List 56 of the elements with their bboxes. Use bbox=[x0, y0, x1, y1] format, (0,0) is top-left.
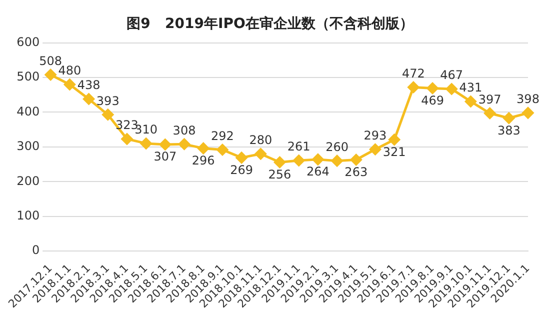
point bbox=[216, 144, 228, 156]
y-tick-label: 300 bbox=[16, 139, 40, 154]
point bbox=[140, 138, 152, 150]
y-tick-label: 0 bbox=[32, 243, 40, 258]
data-label: 296 bbox=[192, 153, 215, 168]
point bbox=[44, 68, 56, 80]
point bbox=[388, 134, 400, 146]
data-label: 438 bbox=[77, 78, 100, 92]
point bbox=[274, 156, 286, 168]
point bbox=[178, 138, 190, 150]
data-label: 280 bbox=[249, 133, 272, 148]
point bbox=[331, 155, 343, 167]
point bbox=[484, 108, 496, 120]
point bbox=[236, 152, 248, 164]
point bbox=[159, 138, 171, 150]
data-label: 472 bbox=[402, 66, 425, 80]
point bbox=[83, 93, 95, 105]
point bbox=[312, 154, 324, 166]
data-label: 431 bbox=[459, 80, 482, 95]
point bbox=[350, 154, 362, 166]
point bbox=[254, 148, 266, 160]
point bbox=[121, 133, 133, 145]
point bbox=[426, 82, 438, 94]
point bbox=[464, 96, 476, 108]
data-label: 397 bbox=[478, 92, 502, 106]
y-tick-label: 500 bbox=[16, 70, 40, 84]
data-label: 469 bbox=[421, 93, 444, 108]
data-label: 264 bbox=[306, 164, 330, 179]
data-label: 383 bbox=[497, 123, 520, 138]
y-tick-label: 100 bbox=[16, 208, 40, 222]
data-label: 293 bbox=[364, 128, 387, 142]
y-tick-label: 200 bbox=[16, 174, 40, 188]
data-label: 261 bbox=[287, 140, 310, 154]
data-label: 292 bbox=[211, 128, 234, 143]
point bbox=[64, 78, 76, 90]
data-label: 321 bbox=[382, 144, 406, 159]
y-tick-label: 600 bbox=[16, 34, 40, 49]
point bbox=[446, 83, 458, 95]
data-label: 393 bbox=[96, 94, 120, 108]
y-tick-label: 400 bbox=[16, 104, 40, 118]
point bbox=[293, 154, 305, 166]
data-label: 308 bbox=[172, 123, 196, 138]
data-label: 260 bbox=[326, 140, 348, 154]
point bbox=[408, 81, 420, 93]
data-label: 398 bbox=[516, 92, 540, 106]
data-label: 467 bbox=[440, 68, 464, 82]
point bbox=[503, 112, 515, 124]
data-label: 307 bbox=[154, 150, 177, 164]
point bbox=[198, 142, 210, 154]
data-label: 263 bbox=[344, 164, 368, 179]
chart-title: 图9 2019年IPO在审企业数（不含科创版） bbox=[126, 15, 414, 32]
point bbox=[102, 108, 114, 120]
point bbox=[522, 107, 534, 119]
data-label: 256 bbox=[268, 167, 292, 182]
point bbox=[369, 144, 381, 156]
data-label: 269 bbox=[230, 162, 254, 177]
